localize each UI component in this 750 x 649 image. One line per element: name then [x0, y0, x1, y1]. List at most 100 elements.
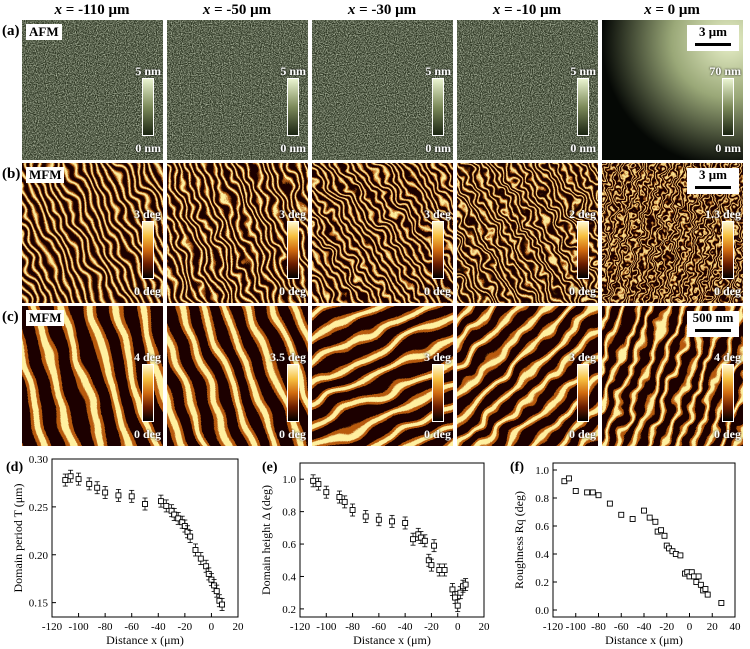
data-point [349, 507, 356, 513]
data-point [362, 513, 369, 520]
color-scale-bar [142, 78, 154, 136]
axes-frame [51, 458, 239, 618]
color-scale-min: 0 deg [424, 427, 451, 441]
color-scale-min: 0 nm [570, 141, 596, 155]
column-header-var: x [54, 2, 63, 18]
mfm-image: 3 μm 1.3 deg 0 deg [602, 163, 743, 303]
data-point [142, 501, 148, 507]
x-axis-label: Distance x (μm) [605, 633, 683, 647]
data-point [192, 547, 199, 553]
y-tick-label: 0.25 [29, 502, 49, 514]
data-point [646, 514, 653, 521]
mfm-image: MFM 4 deg 0 deg [22, 306, 163, 446]
data-point [128, 493, 135, 500]
afm-image: AFM 5 nm 0 nm [22, 20, 163, 160]
data-point [67, 473, 74, 480]
mfm-image: 3 deg 0 deg [457, 306, 598, 446]
data-point [661, 532, 668, 539]
y-tick-label: 1.0 [535, 465, 549, 477]
data-point [702, 586, 709, 592]
color-scale-bar [722, 364, 734, 422]
data-point [86, 480, 93, 487]
data-point [677, 552, 684, 559]
data-point [417, 534, 424, 541]
chart-2: (f) -120 -100 -80 -60 -40 -20 0 20 40 0.0 0.2 0.4 0.6… [510, 460, 741, 647]
image-texture [22, 20, 163, 160]
mfm-image: 3.5 deg 0 deg [167, 306, 308, 446]
data-point [336, 494, 343, 500]
color-scale-min: 0 deg [279, 284, 306, 298]
color-scale-bar [432, 364, 444, 422]
color-scale-max: 5 nm [570, 64, 596, 78]
color-scale-bar [722, 78, 734, 136]
color-scale-max: 3 deg [279, 207, 306, 221]
x-tick-label: -60 [614, 621, 629, 633]
color-scale-max: 5 nm [135, 64, 161, 78]
mfm-image: 500 nm 4 deg 0 deg [602, 306, 743, 446]
y-tick-label: 0.4 [282, 571, 296, 583]
color-scale-bar [432, 78, 444, 136]
scale-bar-label: 500 nm [692, 310, 734, 325]
data-point [652, 518, 659, 525]
panel-label: (d) [6, 460, 23, 475]
column-header-value: = 0 μm [651, 2, 700, 18]
y-tick-label: 0.0 [535, 605, 549, 617]
data-point [197, 555, 204, 562]
data-point [565, 475, 572, 482]
color-scale-min: 0 deg [279, 427, 306, 441]
x-tick-label: -40 [637, 621, 652, 633]
data-point [595, 492, 602, 499]
column-header-value: = -110 μm [62, 2, 130, 18]
x-tick-label: -20 [178, 621, 193, 633]
y-tick-label: 0.6 [535, 521, 549, 533]
color-scale-min: 0 deg [134, 427, 161, 441]
y-tick-label: 0.8 [282, 507, 296, 519]
data-point [641, 507, 647, 514]
color-scale-min: 0 deg [714, 427, 741, 441]
image-texture [22, 163, 163, 303]
column-header-var: x [644, 2, 652, 18]
y-tick-label: 0.8 [535, 493, 549, 505]
data-point [219, 601, 226, 608]
data-point [449, 586, 456, 593]
color-scale-bar [142, 364, 154, 422]
mfm-image: 3 deg 0 deg [312, 306, 453, 446]
y-tick-label: 0.2 [282, 604, 296, 616]
color-scale-min: 0 deg [134, 284, 161, 298]
column-header-var: x [347, 2, 356, 18]
data-point [171, 511, 178, 518]
x-axis-label: Distance x (μm) [106, 633, 184, 647]
data-point [410, 536, 416, 543]
column-header: x = -30 μm [312, 0, 452, 20]
column-header-var: x [492, 2, 501, 18]
scale-bar: 3 μm [687, 25, 739, 51]
data-point [454, 602, 461, 609]
panel-label: (b) [2, 166, 21, 182]
data-point [697, 581, 704, 588]
data-point [115, 492, 122, 499]
scale-bar-label: 3 μm [699, 24, 727, 39]
data-point [375, 516, 382, 523]
data-point [310, 477, 317, 484]
color-scale-max: 3 deg [424, 350, 451, 364]
panel-label: (a) [2, 23, 20, 39]
data-point [704, 591, 711, 598]
charts-area: (d)-120 -100 -80 -60 -40 -20 0 200.150.200.250.… [6, 454, 741, 647]
color-scale-max: 4 deg [134, 350, 161, 364]
data-point [441, 567, 448, 573]
scale-bar-line [695, 186, 731, 189]
color-scale-bar [577, 78, 589, 136]
column-header: x = -50 μm [167, 0, 307, 20]
x-tick-label: -60 [372, 621, 387, 633]
data-point [341, 498, 348, 505]
column-header-value: = -30 μm [355, 2, 417, 18]
scale-bar-label: 3 μm [699, 167, 727, 182]
image-texture [457, 163, 598, 303]
x-tick-label: 0 [687, 621, 693, 633]
data-point [572, 488, 579, 494]
x-tick-label: -120 [290, 621, 311, 633]
column-header: x = -110 μm [22, 0, 162, 20]
data-point [175, 515, 182, 522]
scale-bar: 500 nm [687, 311, 739, 337]
x-tick-label: -60 [124, 621, 139, 633]
